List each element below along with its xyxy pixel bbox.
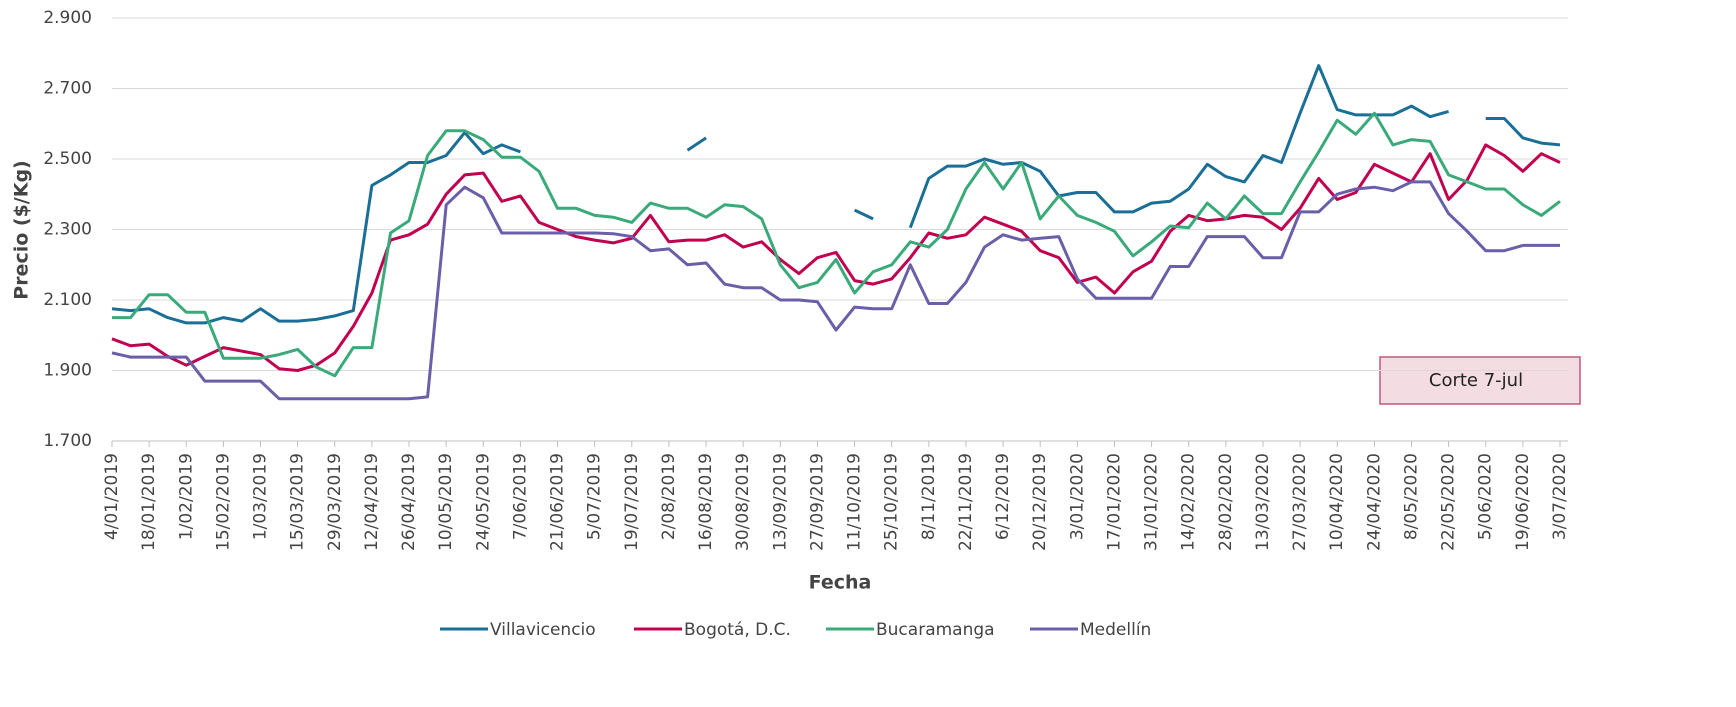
x-tick-label: 15/02/2019 (213, 453, 233, 551)
y-tick-label: 1.900 (43, 361, 92, 381)
x-tick-label: 17/01/2020 (1104, 453, 1124, 551)
legend-label: Villavicencio (490, 620, 596, 640)
x-tick-label: 28/02/2020 (1216, 453, 1236, 551)
legend-label: Medellín (1080, 620, 1151, 640)
annotation-box (1379, 356, 1581, 405)
x-tick-label: 3/07/2020 (1550, 453, 1570, 540)
x-axis-label: Fecha (809, 572, 872, 594)
x-tick-label: 10/04/2020 (1327, 453, 1347, 551)
x-tick-label: 31/01/2020 (1142, 453, 1162, 551)
y-tick-label: 2.300 (43, 220, 92, 240)
x-tick-label: 22/11/2019 (956, 453, 976, 551)
x-tick-label: 24/04/2020 (1364, 453, 1384, 551)
x-tick-label: 13/03/2020 (1253, 453, 1273, 551)
x-tick-label: 21/06/2019 (548, 453, 568, 551)
x-tick-label: 22/05/2020 (1439, 453, 1459, 551)
y-axis-label: Precio ($/Kg) (11, 160, 33, 299)
x-tick-label: 18/01/2019 (139, 453, 159, 551)
x-tick-label: 19/07/2019 (622, 453, 642, 551)
x-tick-label: 5/06/2020 (1476, 453, 1496, 540)
x-tick-label: 12/04/2019 (362, 453, 382, 551)
x-tick-label: 4/01/2019 (102, 453, 122, 540)
x-tick-label: 30/08/2019 (733, 453, 753, 551)
x-tick-label: 25/10/2019 (882, 453, 902, 551)
x-tick-label: 11/10/2019 (845, 453, 865, 551)
x-tick-label: 6/12/2019 (993, 453, 1013, 540)
x-tick-label: 1/03/2019 (251, 453, 271, 540)
x-tick-label: 2/08/2019 (659, 453, 679, 540)
y-tick-label: 2.500 (43, 149, 92, 169)
x-tick-label: 27/09/2019 (807, 453, 827, 551)
x-tick-label: 8/05/2020 (1401, 453, 1421, 540)
x-tick-label: 19/06/2020 (1513, 453, 1533, 551)
x-tick-label: 3/01/2020 (1067, 453, 1087, 540)
x-tick-label: 14/02/2020 (1179, 453, 1199, 551)
y-tick-label: 1.700 (43, 431, 92, 451)
x-tick-label: 16/08/2019 (696, 453, 716, 551)
y-tick-label: 2.900 (43, 8, 92, 28)
x-tick-label: 8/11/2019 (919, 453, 939, 540)
x-tick-label: 10/05/2019 (436, 453, 456, 551)
series-line (111, 180, 1560, 401)
y-tick-label: 2.100 (43, 290, 92, 310)
series-line (111, 64, 1561, 325)
x-tick-label: 26/04/2019 (399, 453, 419, 551)
series-line (112, 111, 1561, 378)
x-tick-label: 20/12/2019 (1030, 453, 1050, 551)
x-tick-label: 7/06/2019 (510, 453, 530, 540)
x-tick-label: 29/03/2019 (325, 453, 345, 551)
x-tick-label: 13/09/2019 (770, 453, 790, 551)
x-tick-label: 27/03/2020 (1290, 453, 1310, 551)
x-tick-label: 1/02/2019 (176, 453, 196, 540)
series-line (111, 143, 1561, 372)
x-tick-label: 5/07/2019 (585, 453, 605, 540)
x-tick-label: 24/05/2019 (473, 453, 493, 551)
legend-label: Bucaramanga (876, 620, 995, 640)
x-tick-label: 15/03/2019 (288, 453, 308, 551)
y-tick-label: 2.700 (43, 79, 92, 99)
annotation: Corte 7-jul (1429, 370, 1523, 391)
legend-label: Bogotá, D.C. (684, 620, 791, 640)
